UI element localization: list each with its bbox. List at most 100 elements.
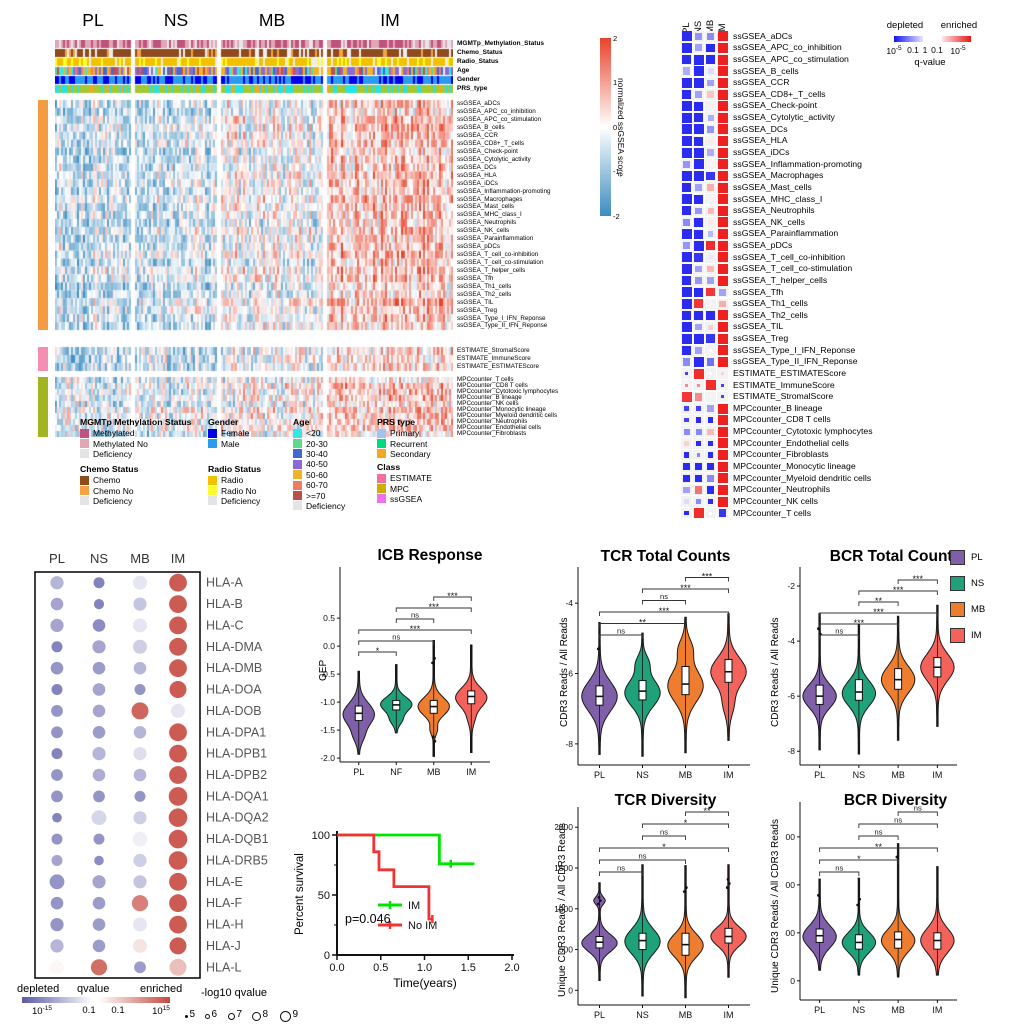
qvalue-cell: [717, 484, 728, 495]
sig-bracket: [358, 629, 472, 634]
qvalue-cell: [717, 415, 728, 426]
category-legend-swatch: [950, 628, 965, 643]
qvalue-cell: [695, 417, 702, 423]
legend-swatch: [80, 439, 89, 449]
hla-dot: [133, 639, 147, 654]
qvalue-cell: [684, 406, 689, 411]
legend-group-title: Chemo Status: [80, 464, 139, 474]
hla-dot: [133, 618, 147, 633]
legend-item: Male: [208, 438, 249, 449]
x-category-label: PL: [814, 770, 825, 780]
qvalue-cell: [697, 383, 700, 387]
sig-bracket: [642, 588, 729, 593]
qvalue-cell: [708, 197, 713, 202]
qvalue-row-label: MPCcounter_Myeloid dendritic cells: [733, 472, 872, 483]
qvalue-cell: [684, 510, 689, 516]
legend-item: Radio No: [208, 485, 261, 496]
hla-row-label: HLA-DMB: [206, 661, 262, 675]
qvalue-cell: [693, 54, 704, 65]
qvalue-cell: [706, 358, 715, 366]
qvalue-cell: [694, 32, 703, 40]
sig-label: ***: [912, 574, 923, 584]
hla-row-label: HLA-DQA1: [206, 789, 269, 803]
qvalue-cell: [682, 206, 691, 216]
sig-bracket: [685, 811, 729, 816]
legend-group: Chemo Status Chemo Chemo No Deficiency: [80, 464, 138, 506]
qvalue-row-label: ssGSEA_CD8+_T_cells: [733, 88, 826, 99]
heatmap-row-label: ssGSEA_HLA: [457, 171, 497, 179]
hla-dot: [133, 938, 147, 953]
qvalue-cell: [683, 440, 690, 447]
heatmap-row-label: ssGSEA_MHC_class_I: [457, 211, 522, 219]
heatmap-row-label: ssGSEA_Th2_cells: [457, 290, 512, 298]
hla-row-label: HLA-DPB1: [206, 747, 267, 761]
hla-dot: [133, 853, 147, 868]
hla-dot: [169, 894, 187, 913]
qvalue-cell: [708, 219, 713, 225]
legend-swatch: [293, 480, 302, 490]
sig-bracket: [642, 835, 686, 840]
group-header-PL: PL: [82, 10, 104, 30]
heatmap-row-label: MPCcounter_Monocytic lineage: [457, 406, 546, 414]
hla-row-label: HLA-DPA1: [206, 725, 266, 739]
x-category-label: IM: [466, 767, 476, 777]
qvalue-column-header-NS: NS: [692, 20, 704, 34]
qvalue-cell: [717, 356, 728, 367]
x-tick-label: 1.0: [417, 962, 432, 974]
qvalue-cell: [717, 194, 728, 205]
qvalue-cell: [717, 252, 728, 263]
qvalue-cell: [694, 253, 703, 262]
sig-label: ***: [428, 602, 439, 612]
group-header-NS: NS: [163, 10, 189, 30]
heatmap-row-label: ssGSEA_Check-point: [457, 147, 518, 155]
qvalue-cell: [707, 440, 714, 447]
qvalue-row-label: ssGSEA_Type_I_IFN_Reponse: [733, 344, 856, 355]
class-sidebar-ESTIMATE: [38, 347, 48, 371]
qvalue-cell: [694, 462, 703, 471]
legend-swatch: [80, 428, 89, 438]
qvalue-cell: [681, 333, 692, 344]
qvalue-cell: [707, 452, 714, 458]
qvalue-row-label: ssGSEA_NK_cells: [733, 216, 805, 227]
qvalue-cell: [717, 217, 728, 228]
hla-column-header: MB: [130, 551, 150, 566]
legend-item: ESTIMATE: [377, 473, 432, 483]
colorbar-tick: -1: [613, 167, 620, 176]
qvalue-cell: [707, 149, 714, 156]
hla-dot: [51, 833, 63, 845]
heatmap-row-label: ssGSEA_Mast_cells: [457, 203, 515, 211]
legend-item-label: Methylated: [93, 428, 135, 439]
category-legend-label: PL: [971, 552, 983, 563]
hla-row-label: HLA-DOA: [206, 683, 262, 697]
legend-item-label: Primary: [390, 428, 420, 439]
heatmap-row-label: ssGSEA_T_cell_co-inhibition: [457, 251, 539, 259]
hla-row-label: HLA-A: [206, 576, 243, 590]
hla-dot: [134, 961, 146, 974]
legend-item: 40-50: [293, 459, 345, 469]
heatmap-row-label: ssGSEA_Parainflammation: [457, 235, 534, 243]
heatmap-row-label: MPCcounter_Neutrophils: [457, 418, 528, 426]
outlier-dot: [725, 886, 729, 889]
qvalue-row-label: ssGSEA_Parainflammation: [733, 228, 839, 239]
panel-hla-dotplot: depleted qvalue enriched -log10 qvalue P…: [5, 545, 330, 1031]
sig-label: ns: [617, 627, 625, 636]
hla-dot: [50, 960, 64, 975]
hla-row-label: HLA-DMA: [206, 640, 263, 654]
qvalue-cell: [717, 275, 728, 286]
qvalue-cell: [717, 345, 728, 356]
qvalue-row-label: ssGSEA_Th2_cells: [733, 309, 808, 320]
qvalue-cell: [693, 368, 704, 379]
sig-label: ns: [835, 627, 843, 636]
legend-item-label: <20: [306, 428, 321, 439]
bcr-counts-title: BCR Total Counts: [829, 548, 962, 565]
sig-bracket: [819, 634, 860, 639]
outlier-dot: [433, 657, 436, 660]
hla-dot: [169, 573, 187, 592]
hla-dot: [169, 872, 187, 891]
outlier-dot: [433, 739, 437, 743]
sig-label: **: [875, 842, 883, 852]
qvalue-cell: [717, 89, 728, 100]
hla-dot: [51, 684, 63, 695]
qvalue-row-label: ssGSEA_Cytolytic_activity: [733, 112, 835, 123]
hla-legend-tick: 0.1: [111, 1005, 125, 1016]
